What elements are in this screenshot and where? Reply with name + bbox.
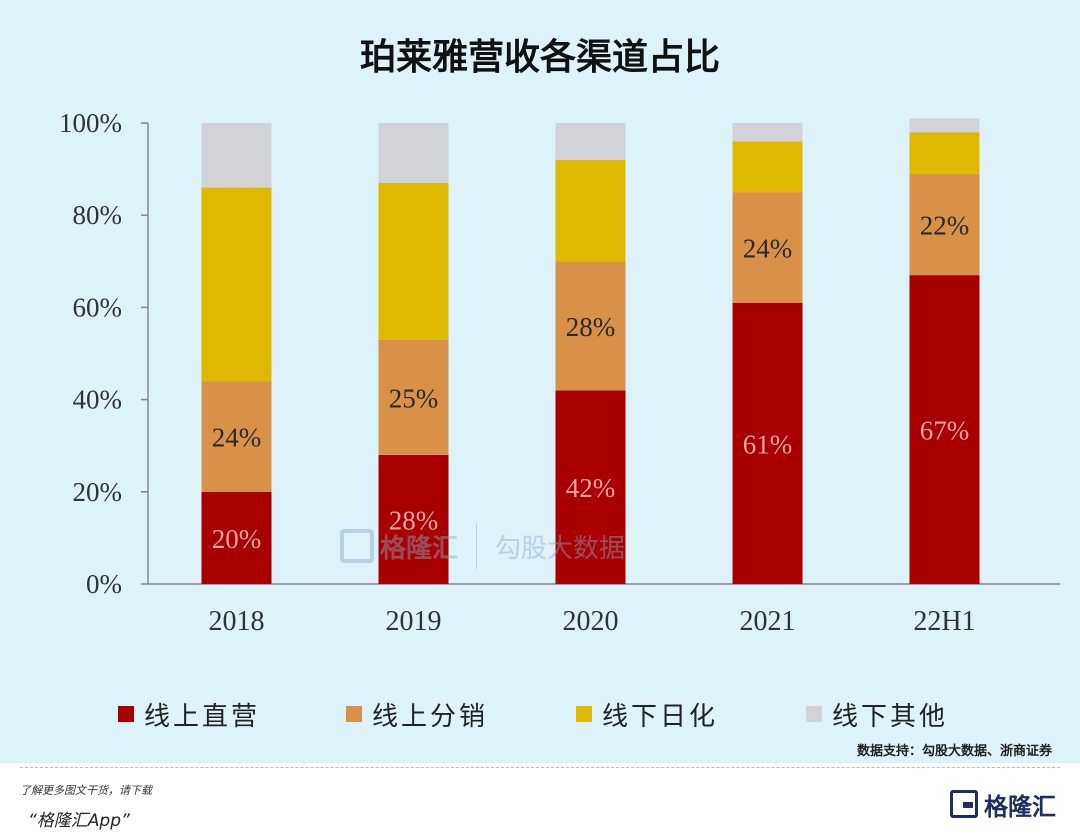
- bar-segment: [201, 381, 272, 492]
- x-tick-label: 22H1: [913, 606, 975, 637]
- legend-item-online-distribution: 线上分销: [346, 692, 488, 736]
- y-tick-label: 60%: [73, 292, 123, 322]
- bar-segment: [555, 159, 626, 262]
- bar-segment: [378, 123, 449, 183]
- bar-segment: [732, 123, 803, 142]
- x-tick-label: 2018: [209, 606, 265, 637]
- legend-swatch: [576, 706, 592, 722]
- footer-divider: [20, 767, 1060, 768]
- legend-swatch: [806, 706, 822, 722]
- bar-data-label: 22%: [920, 210, 970, 240]
- stacked-bar-chart: 0% 20% 40% 60% 80% 100% 20% 24% 2018 28% 25% 2019 42…: [59, 108, 1060, 637]
- chart-title: 珀莱雅营收各渠道占比: [359, 37, 720, 78]
- bar-segment: [909, 275, 980, 584]
- bar-segment: [378, 339, 449, 455]
- bar-data-label: 61%: [743, 429, 793, 459]
- brand-logo-icon: [950, 790, 978, 818]
- bar-segment: [555, 123, 626, 160]
- bar-data-label: 20%: [212, 524, 262, 554]
- legend-label: 线下其他: [832, 701, 949, 732]
- bar-segment: [201, 187, 272, 382]
- bar-segment: [732, 141, 803, 193]
- legend: 线上直营 线上分销 线下日化 线下其他: [0, 692, 1080, 736]
- footer-app-name: “格隆汇App”: [28, 811, 130, 831]
- bar-segment: [732, 192, 803, 303]
- source-note: 数据支持：勾股大数据、浙商证券: [856, 744, 1052, 759]
- bar-segment: [201, 123, 272, 188]
- y-tick-label: 40%: [73, 385, 123, 415]
- x-tick-label: 2020: [563, 606, 619, 637]
- legend-label: 线下日化: [602, 701, 719, 732]
- y-tick-label: 80%: [73, 200, 123, 230]
- watermark: 格隆汇 勾股大数据: [340, 518, 660, 574]
- x-tick-label: 2019: [386, 606, 442, 637]
- x-tick-label: 2021: [740, 606, 796, 637]
- legend-label: 线上分销: [372, 701, 489, 732]
- bar-segment: [378, 454, 449, 584]
- bar-data-label: 25%: [389, 383, 439, 413]
- legend-item-offline-daily: 线下日化: [576, 692, 718, 736]
- y-tick-label: 20%: [73, 477, 123, 507]
- y-tick-label: 0%: [86, 569, 122, 599]
- footer-promo-text: 了解更多图文干货，请下载: [20, 784, 152, 797]
- watermark-data: 勾股大数据: [495, 533, 626, 564]
- legend-swatch: [118, 706, 134, 722]
- bar-data-label: 28%: [389, 505, 439, 535]
- legend-item-online-direct: 线上直营: [118, 692, 260, 736]
- legend-item-offline-other: 线下其他: [806, 692, 948, 736]
- bar-segment: [378, 182, 449, 340]
- bar-segment: [909, 118, 980, 133]
- watermark-logo-icon: [340, 529, 374, 563]
- legend-swatch: [346, 706, 362, 722]
- bar-segment: [555, 261, 626, 391]
- bar-data-label: 24%: [212, 422, 262, 452]
- footer-brand: 格隆汇: [950, 786, 1056, 822]
- bar-segment: [909, 132, 980, 174]
- legend-label: 线上直营: [144, 701, 261, 732]
- bar-data-label: 24%: [743, 233, 793, 263]
- watermark-separator: [476, 523, 478, 569]
- bar-data-label: 67%: [920, 416, 970, 446]
- bar-segment: [555, 390, 626, 584]
- watermark-brand: 格隆汇: [380, 533, 459, 564]
- bar-data-label: 42%: [566, 473, 616, 503]
- bar-segment: [909, 173, 980, 276]
- y-tick-label: 100%: [59, 108, 122, 138]
- bar-segment: [732, 302, 803, 584]
- bar-data-label: 28%: [566, 312, 616, 342]
- bar-segment: [201, 491, 272, 584]
- chart-panel: 珀莱雅营收各渠道占比 0% 20% 40% 60% 80% 100% 20% 24% 2018 2…: [0, 0, 1080, 763]
- brand-name: 格隆汇: [984, 792, 1056, 821]
